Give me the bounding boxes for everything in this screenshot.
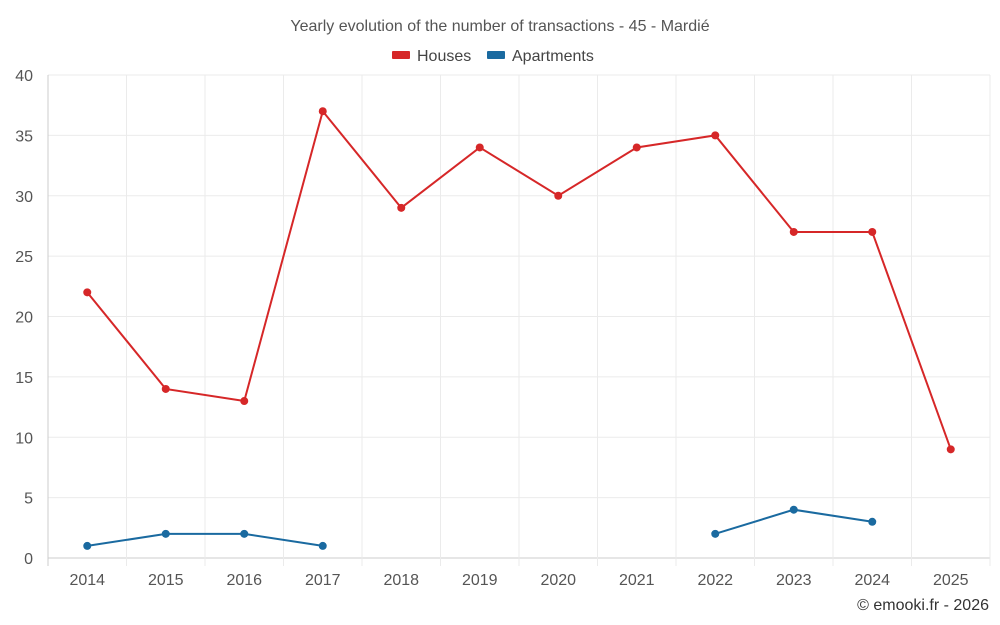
legend-item-houses[interactable]: Houses — [392, 48, 471, 65]
legend-swatch — [392, 51, 410, 59]
y-tick-label: 20 — [15, 310, 33, 327]
y-tick-label: 15 — [15, 370, 33, 387]
houses-point[interactable] — [789, 227, 798, 236]
apartments-point[interactable] — [83, 541, 92, 550]
x-tick-label: 2019 — [462, 572, 498, 589]
houses-line — [86, 109, 952, 450]
apartments-point[interactable] — [868, 517, 877, 526]
apartments-point[interactable] — [161, 529, 170, 538]
legend-item-apartments[interactable]: Apartments — [487, 48, 594, 65]
houses-point[interactable] — [161, 384, 170, 393]
houses-point[interactable] — [83, 288, 92, 297]
y-tick-label: 30 — [15, 189, 33, 206]
apartments-point[interactable] — [789, 505, 798, 514]
y-tick-label: 35 — [15, 128, 33, 145]
x-tick-label: 2016 — [226, 572, 262, 589]
x-tick-label: 2014 — [69, 572, 105, 589]
series-apartments — [83, 505, 877, 550]
apartments-line — [87, 532, 323, 547]
y-tick-label: 25 — [15, 249, 33, 266]
x-tick-label: 2015 — [148, 572, 184, 589]
y-tick-label: 10 — [15, 430, 33, 447]
credit-text: © emooki.fr - 2026 — [857, 597, 989, 614]
houses-point[interactable] — [397, 203, 406, 212]
grid — [47, 74, 991, 566]
y-tick-label: 5 — [24, 491, 33, 508]
houses-point[interactable] — [240, 397, 249, 406]
x-tick-label: 2023 — [776, 572, 812, 589]
legend-label: Houses — [417, 48, 471, 65]
y-tick-label: 40 — [15, 68, 33, 85]
chart-title: Yearly evolution of the number of transa… — [290, 18, 709, 35]
legend[interactable]: Houses Apartments — [392, 48, 594, 65]
y-tick-label: 0 — [24, 551, 33, 568]
y-axis: 0 5 10 15 20 25 30 35 40 — [15, 68, 33, 568]
legend-swatch — [487, 51, 505, 59]
x-tick-label: 2021 — [619, 572, 655, 589]
houses-point[interactable] — [946, 445, 955, 454]
apartments-point[interactable] — [318, 541, 327, 550]
houses-point[interactable] — [475, 143, 484, 152]
houses-point[interactable] — [554, 191, 563, 200]
x-axis: 2014 2015 2016 2017 2018 2019 2020 2021 2022 2023… — [69, 572, 968, 589]
x-tick-label: 2024 — [854, 572, 890, 589]
x-tick-label: 2018 — [383, 572, 419, 589]
houses-point[interactable] — [632, 143, 641, 152]
x-tick-label: 2022 — [697, 572, 733, 589]
x-tick-label: 2017 — [305, 572, 341, 589]
legend-label: Apartments — [512, 48, 594, 65]
houses-point[interactable] — [318, 107, 327, 116]
series-houses — [83, 107, 955, 454]
apartments-point[interactable] — [711, 529, 720, 538]
apartments-point[interactable] — [240, 529, 249, 538]
series-layer — [83, 107, 955, 550]
x-tick-label: 2020 — [540, 572, 576, 589]
houses-point[interactable] — [868, 227, 877, 236]
x-tick-label: 2025 — [933, 572, 969, 589]
houses-point[interactable] — [711, 131, 720, 140]
